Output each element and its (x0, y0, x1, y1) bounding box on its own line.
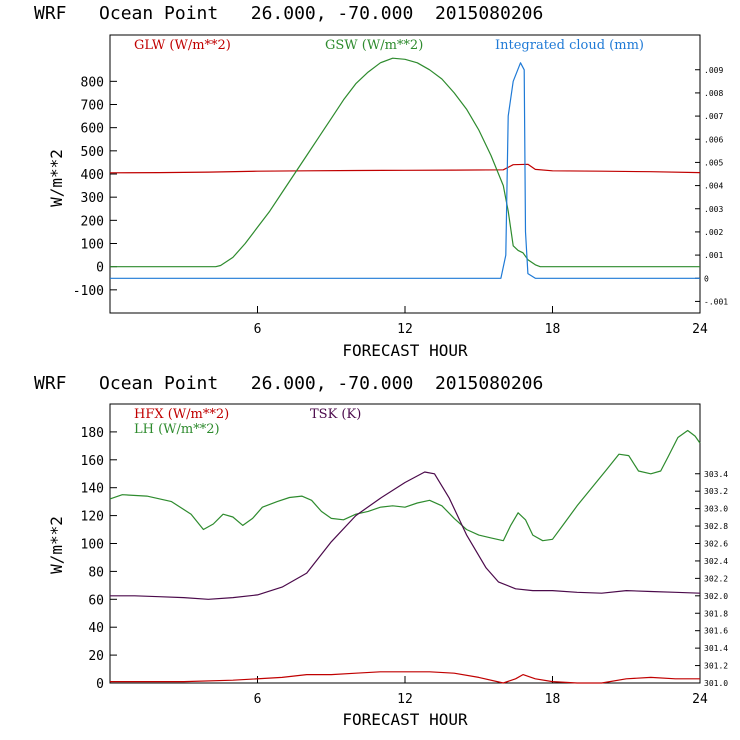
series-line-gsw (110, 57, 700, 268)
y2-tick-label: 302.8 (704, 522, 728, 531)
y-tick-label: 20 (88, 649, 104, 664)
x-tick-label: 6 (254, 692, 262, 707)
x-tick-label: 12 (397, 322, 413, 337)
y-tick-label: 300 (81, 191, 104, 206)
y-tick-label: 200 (81, 214, 104, 229)
y-tick-label: 100 (81, 538, 104, 553)
series-line-tsk (110, 471, 701, 600)
x-tick-label: 12 (397, 692, 413, 707)
y-axis-label-top: W/m**2 (47, 149, 66, 207)
y2-tick-label: 0 (704, 274, 709, 283)
chart-title-bottom: WRF Ocean Point 26.000, -70.000 20150802… (34, 373, 543, 394)
x-axis-label-bottom: FORECAST HOUR (342, 710, 468, 729)
y-tick-label: 40 (88, 621, 104, 636)
series-group-bottom (109, 429, 701, 684)
legend-integrated-cloud: Integrated cloud (mm) (495, 38, 644, 53)
x-axis-bottom: 6 12 18 24 (254, 676, 708, 707)
series-line-integrated (110, 62, 700, 279)
legend-tsk: TSK (K) (310, 407, 361, 422)
y2-tick-label: .001 (704, 251, 723, 260)
y2-tick-label: 301.4 (704, 644, 728, 653)
y-axis-left-top: -100 0 100 200 300 400 500 600 700 800 (73, 75, 117, 299)
series-line-lh (109, 429, 701, 542)
y-tick-label: 0 (96, 677, 104, 692)
y-tick-label: 60 (88, 593, 104, 608)
y2-tick-label: 302.2 (704, 574, 728, 583)
x-tick-label: 24 (692, 692, 708, 707)
y2-tick-label: 301.8 (704, 609, 728, 618)
legend-lh: LH (W/m**2) (134, 422, 220, 437)
y-axis-left-bottom: 0 20 40 60 80 100 120 140 160 180 (81, 426, 117, 692)
x-tick-label: 18 (545, 692, 561, 707)
y2-tick-label: 302.4 (704, 557, 728, 566)
y2-tick-label: 303.4 (704, 470, 728, 479)
y-tick-label: -100 (73, 284, 104, 299)
chart-title-top: WRF Ocean Point 26.000, -70.000 20150802… (34, 3, 543, 24)
x-axis-label-top: FORECAST HOUR (342, 341, 468, 360)
y-tick-label: 160 (81, 454, 104, 469)
y-tick-label: 80 (88, 565, 104, 580)
y-tick-label: 100 (81, 238, 104, 253)
y2-tick-label: .007 (704, 112, 723, 121)
y-tick-label: 500 (81, 145, 104, 160)
y2-tick-label: 301.2 (704, 662, 728, 671)
series-line-glw (109, 163, 701, 174)
y-tick-label: 700 (81, 99, 104, 114)
y-tick-label: 400 (81, 168, 104, 183)
y-axis-label-bottom: W/m**2 (47, 516, 66, 574)
y-tick-label: 0 (96, 261, 104, 276)
y2-tick-label: 302.0 (704, 592, 728, 601)
legend-hfx: HFX (W/m**2) (134, 407, 229, 422)
x-tick-label: 18 (545, 322, 561, 337)
series-group-top (109, 57, 701, 279)
y2-tick-label: .003 (704, 205, 723, 214)
legend-glw: GLW (W/m**2) (134, 38, 231, 53)
y2-tick-label: .008 (704, 89, 723, 98)
y2-tick-label: 303.0 (704, 505, 728, 514)
y-axis-right-top: -.001 0 .001 .002 .003 .004 .005 .006 .007 .008 .0… (695, 66, 728, 306)
y-tick-label: 180 (81, 426, 104, 441)
y2-tick-label: .009 (704, 66, 723, 75)
y2-tick-label: 303.2 (704, 487, 728, 496)
x-tick-label: 6 (254, 322, 262, 337)
x-tick-label: 24 (692, 322, 708, 337)
legend-gsw: GSW (W/m**2) (325, 38, 423, 53)
y2-tick-label: 302.6 (704, 540, 728, 549)
y-tick-label: 800 (81, 75, 104, 90)
y-axis-right-bottom: 301.0 301.2 301.4 301.6 301.8 302.0 302.2 302.4… (695, 470, 728, 688)
chart-panel-top: WRF Ocean Point 26.000, -70.000 20150802… (34, 3, 728, 360)
y2-tick-label: .004 (704, 182, 723, 191)
y-tick-label: 600 (81, 122, 104, 137)
y2-tick-label: -.001 (704, 297, 728, 306)
y2-tick-label: 301.0 (704, 679, 728, 688)
chart-panel-bottom: WRF Ocean Point 26.000, -70.000 20150802… (34, 373, 728, 729)
y-tick-label: 140 (81, 482, 104, 497)
y2-tick-label: .005 (704, 158, 723, 167)
y2-tick-label: .002 (704, 228, 723, 237)
y2-tick-label: .006 (704, 135, 723, 144)
y-tick-label: 120 (81, 510, 104, 525)
series-line-hfx (110, 671, 700, 684)
x-axis-top: 6 12 18 24 (254, 306, 708, 337)
y2-tick-label: 301.6 (704, 627, 728, 636)
